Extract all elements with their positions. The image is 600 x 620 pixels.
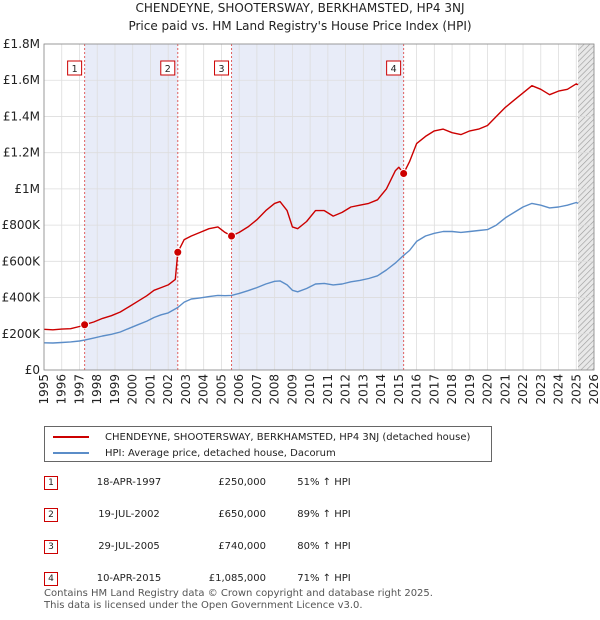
x-tick-label: 2025 [569,374,583,405]
y-tick-label: £1.6M [3,73,40,87]
footer-line-2: This data is licensed under the Open Gov… [44,600,363,611]
x-tick-label: 2007 [250,374,264,405]
sale-number-label: 1 [72,64,78,75]
x-tick-label: 2000 [126,374,140,405]
x-tick-label: 2024 [552,374,566,405]
transaction-date: 10-APR-2015 [96,573,162,584]
transaction-date: 19-JUL-2002 [98,509,160,520]
y-tick-label: £200K [2,327,42,341]
sale-number-box: 4 [386,60,402,76]
property-price-line [43,83,579,331]
sale-point [227,231,237,241]
sale-number-label: 3 [219,64,225,75]
chart-title: CHENDEYNE, SHOOTERSWAY, BERKHAMSTED, HP4… [135,1,464,15]
sale-number-label: 4 [391,64,397,75]
transaction-hpi-diff: 80% ↑ HPI [297,541,351,552]
x-tick-label: 2023 [534,374,548,405]
sale-point [80,320,90,330]
transaction-number-badge: 4 [44,572,58,586]
sale-number-box: 1 [67,60,83,76]
sale-point [173,247,183,257]
x-tick-label: 2002 [161,374,175,405]
x-tick-label: 2026 [587,374,600,405]
plot-frame [43,43,595,371]
transaction-number-badge: 3 [44,540,58,554]
transaction-price: £650,000 [218,509,266,520]
x-tick-label: 2004 [197,374,211,405]
sale-number-box: 2 [160,60,176,76]
legend-property-label: CHENDEYNE, SHOOTERSWAY, BERKHAMSTED, HP4… [105,431,471,443]
legend-hpi-line-icon [53,452,89,454]
sale-number-label: 2 [165,64,171,75]
sale-point [399,168,409,178]
x-tick-label: 1998 [90,374,104,405]
sale-number-box-frame [160,60,176,76]
x-tick-label: 2018 [445,374,459,405]
sale-number-box: 3 [214,60,230,76]
transaction-date: 18-APR-1997 [96,477,162,488]
table-row: 4 10-APR-2015 £1,085,000 71% ↑ HPI [44,572,464,590]
x-tick-label: 2013 [356,374,370,405]
x-tick-label: 2012 [339,374,353,405]
transaction-date: 29-JUL-2005 [98,541,160,552]
transaction-price: £250,000 [218,477,266,488]
x-tick-label: 2011 [321,374,335,405]
sale-number-box-frame [214,60,230,76]
x-tick-label: 2010 [303,374,317,405]
y-tick-label: £1.8M [3,37,40,51]
legend-property-line-icon [53,436,89,438]
transaction-hpi-diff: 71% ↑ HPI [297,573,351,584]
chart-subtitle: Price paid vs. HM Land Registry's House … [128,19,471,33]
x-tick-label: 1997 [72,374,86,405]
x-tick-label: 2020 [481,374,495,405]
transaction-number-badge: 1 [44,476,58,490]
y-tick-label: £1M [14,182,40,196]
x-tick-label: 2009 [285,374,299,405]
y-tick-label: £600K [2,254,42,268]
legend-hpi-label: HPI: Average price, detached house, Daco… [105,447,336,459]
legend: CHENDEYNE, SHOOTERSWAY, BERKHAMSTED, HP4… [44,426,492,462]
x-tick-label: 2008 [268,374,282,405]
future-hatch [578,44,594,370]
transaction-number-badge: 2 [44,508,58,522]
x-tick-label: 1999 [108,374,122,405]
y-tick-label: £800K [2,218,42,232]
x-tick-label: 2015 [392,374,406,405]
x-tick-label: 2014 [374,374,388,405]
transaction-price: £1,085,000 [208,573,266,584]
x-tick-label: 2022 [516,374,530,405]
shaded-span [231,44,404,370]
x-tick-label: 2017 [427,374,441,405]
price-chart: CHENDEYNE, SHOOTERSWAY, BERKHAMSTED, HP4… [2,1,600,405]
sale-number-box-frame [386,60,402,76]
x-tick-label: 2019 [463,374,477,405]
x-tick-label: 2003 [179,374,193,405]
x-tick-label: 2006 [232,374,246,405]
y-tick-label: £1.2M [3,146,40,160]
footer-line-1: Contains HM Land Registry data © Crown c… [44,588,433,599]
table-row: 3 29-JUL-2005 £740,000 80% ↑ HPI [44,540,464,558]
y-tick-label: £1.4M [3,109,40,123]
y-tick-label: £400K [2,291,42,305]
x-tick-label: 2005 [214,374,228,405]
x-tick-label: 2021 [498,374,512,405]
table-row: 2 19-JUL-2002 £650,000 89% ↑ HPI [44,508,464,526]
shaded-span [84,44,178,370]
hpi-line [43,201,579,344]
y-tick-label: £0 [25,363,40,377]
transaction-price: £740,000 [218,541,266,552]
x-tick-label: 2016 [410,374,424,405]
table-row: 1 18-APR-1997 £250,000 51% ↑ HPI [44,476,464,494]
transaction-hpi-diff: 51% ↑ HPI [297,477,351,488]
transaction-hpi-diff: 89% ↑ HPI [297,509,351,520]
x-tick-label: 1996 [55,374,69,405]
x-tick-label: 2001 [143,374,157,405]
footer-attribution: Contains HM Land Registry data © Crown c… [44,588,433,612]
x-tick-label: 1995 [37,374,51,405]
sale-number-box-frame [67,60,83,76]
legend-item-hpi: HPI: Average price, detached house, Daco… [53,445,336,461]
legend-item-property: CHENDEYNE, SHOOTERSWAY, BERKHAMSTED, HP4… [53,429,470,445]
